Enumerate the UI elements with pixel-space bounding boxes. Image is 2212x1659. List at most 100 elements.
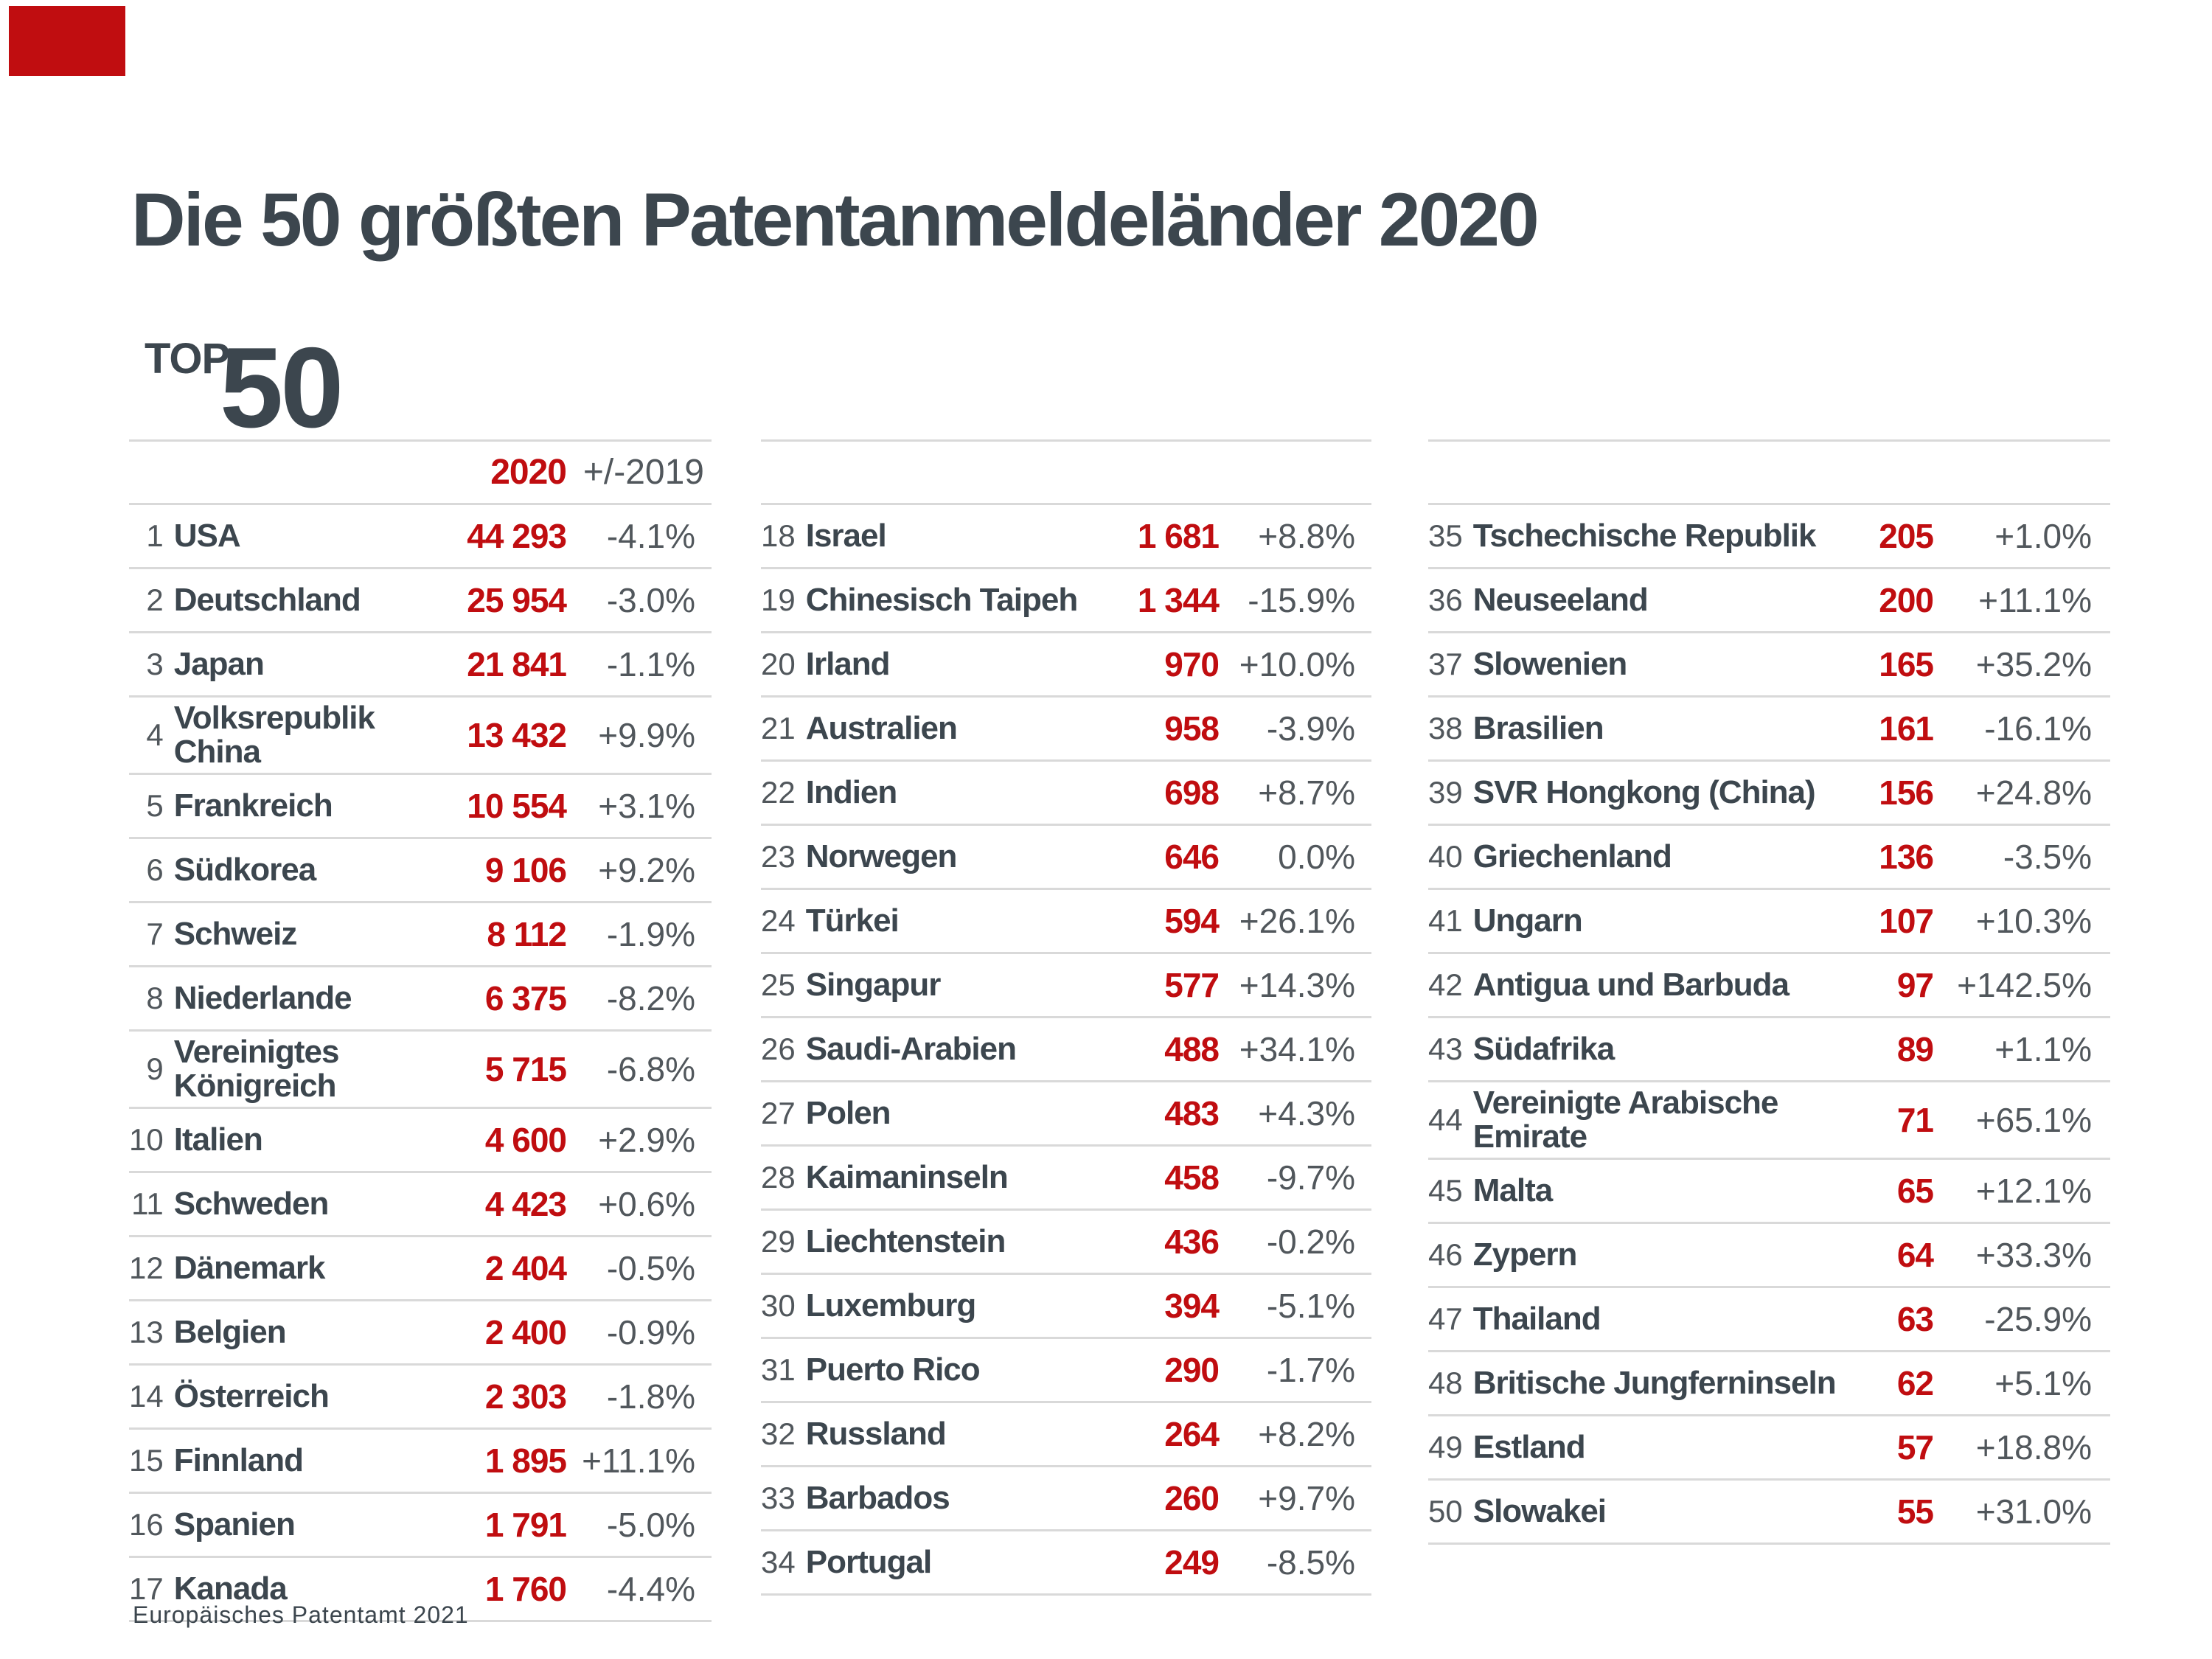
country-cell: Chinesisch Taipeh <box>795 568 1124 633</box>
value-cell: 1 791 <box>437 1492 567 1558</box>
header-country-cell <box>1462 439 1874 505</box>
rank-cell: 10 <box>129 1107 164 1173</box>
country-cell: Britische Jungferninseln <box>1462 1351 1874 1416</box>
header-year-label <box>1873 439 1933 505</box>
change-cell: -3.9% <box>1219 696 1371 762</box>
change-cell: -4.1% <box>566 504 712 569</box>
table-row: 45 Malta 65 +12.1% <box>1428 1158 2110 1224</box>
rank-cell: 27 <box>761 1081 796 1147</box>
rank-cell: 16 <box>129 1492 164 1558</box>
table-row: 20 Irland 970 +10.0% <box>761 632 1371 698</box>
value-cell: 1 681 <box>1124 504 1220 569</box>
header-country-cell <box>163 439 438 505</box>
ranking-table-1: 2020 +/-2019 1 USA 44 293 -4.1% 2 Deutschland 25… <box>129 439 712 1622</box>
change-cell: +24.8% <box>1933 760 2110 826</box>
rank-cell: 21 <box>761 696 796 762</box>
table-row: 39 SVR Hongkong (China) 156 +24.8% <box>1428 760 2110 826</box>
value-cell: 5 715 <box>437 1030 567 1109</box>
table-row: 23 Norwegen 646 0.0% <box>761 824 1371 890</box>
value-cell: 97 <box>1873 953 1934 1018</box>
country-cell: Frankreich <box>163 773 438 839</box>
table-header-row <box>761 439 1371 505</box>
country-cell: Irland <box>795 632 1124 698</box>
table-row: 50 Slowakei 55 +31.0% <box>1428 1479 2110 1545</box>
value-cell: 25 954 <box>437 568 567 633</box>
change-cell: +3.1% <box>566 773 712 839</box>
rank-cell: 13 <box>129 1300 164 1366</box>
rank-cell: 23 <box>761 824 796 890</box>
rank-cell: 12 <box>129 1236 164 1301</box>
table-row: 2 Deutschland 25 954 -3.0% <box>129 568 712 633</box>
epo-red-logo-mark <box>9 6 125 76</box>
table-row: 13 Belgien 2 400 -0.9% <box>129 1300 712 1366</box>
value-cell: 394 <box>1124 1273 1220 1339</box>
country-cell: Südafrika <box>1462 1017 1874 1082</box>
country-cell: Polen <box>795 1081 1124 1147</box>
change-cell: +33.3% <box>1933 1222 2110 1288</box>
country-cell: SVR Hongkong (China) <box>1462 760 1874 826</box>
rank-cell: 33 <box>761 1466 796 1531</box>
change-cell: +5.1% <box>1933 1351 2110 1416</box>
country-cell: Schweiz <box>163 902 438 967</box>
change-cell: -3.0% <box>566 568 712 633</box>
top-label: TOP <box>145 335 230 383</box>
country-cell: Portugal <box>795 1530 1124 1596</box>
table-row: 16 Spanien 1 791 -5.0% <box>129 1492 712 1558</box>
country-cell: Vereinigtes Königreich <box>163 1030 438 1109</box>
rank-cell: 30 <box>761 1273 796 1339</box>
table-row: 48 Britische Jungferninseln 62 +5.1% <box>1428 1351 2110 1416</box>
change-cell: -8.2% <box>566 966 712 1032</box>
change-cell: -1.8% <box>566 1364 712 1430</box>
rank-cell: 38 <box>1428 696 1463 762</box>
change-cell: +8.2% <box>1219 1402 1371 1467</box>
table-row: 33 Barbados 260 +9.7% <box>761 1466 1371 1531</box>
rank-cell: 22 <box>761 760 796 826</box>
rank-cell: 50 <box>1428 1479 1463 1545</box>
rank-cell: 42 <box>1428 953 1463 1018</box>
country-cell: Dänemark <box>163 1236 438 1301</box>
country-cell: Singapur <box>795 953 1124 1018</box>
change-cell: -9.7% <box>1219 1145 1371 1211</box>
value-cell: 483 <box>1124 1081 1220 1147</box>
value-cell: 698 <box>1124 760 1220 826</box>
value-cell: 646 <box>1124 824 1220 890</box>
header-country-cell <box>795 439 1124 505</box>
change-cell: -6.8% <box>566 1030 712 1109</box>
table-row: 30 Luxemburg 394 -5.1% <box>761 1273 1371 1339</box>
change-cell: +0.6% <box>566 1172 712 1237</box>
table-row: 26 Saudi-Arabien 488 +34.1% <box>761 1017 1371 1082</box>
ranking-column-2: 18 Israel 1 681 +8.8% 19 Chinesisch Taipeh 1 3… <box>761 439 1371 1596</box>
rank-cell: 2 <box>129 568 164 633</box>
change-cell: +9.9% <box>566 696 712 775</box>
value-cell: 488 <box>1124 1017 1220 1082</box>
country-cell: Malta <box>1462 1158 1874 1224</box>
rank-cell: 19 <box>761 568 796 633</box>
value-cell: 6 375 <box>437 966 567 1032</box>
country-cell: Indien <box>795 760 1124 826</box>
table-row: 40 Griechenland 136 -3.5% <box>1428 824 2110 890</box>
table-row: 10 Italien 4 600 +2.9% <box>129 1107 712 1173</box>
table-row: 17 Kanada 1 760 -4.4% <box>129 1557 712 1622</box>
change-cell: +31.0% <box>1933 1479 2110 1545</box>
table-row: 14 Österreich 2 303 -1.8% <box>129 1364 712 1430</box>
rank-cell: 3 <box>129 632 164 698</box>
table-row: 29 Liechtenstein 436 -0.2% <box>761 1209 1371 1275</box>
value-cell: 1 344 <box>1124 568 1220 633</box>
table-row: 32 Russland 264 +8.2% <box>761 1402 1371 1467</box>
change-cell: -3.5% <box>1933 824 2110 890</box>
change-cell: +65.1% <box>1933 1081 2110 1160</box>
rank-cell: 18 <box>761 504 796 569</box>
rank-cell: 6 <box>129 838 164 903</box>
table-row: 9 Vereinigtes Königreich 5 715 -6.8% <box>129 1030 712 1109</box>
change-cell: +8.8% <box>1219 504 1371 569</box>
change-cell: +35.2% <box>1933 632 2110 698</box>
value-cell: 458 <box>1124 1145 1220 1211</box>
change-cell: -0.9% <box>566 1300 712 1366</box>
country-cell: Ungarn <box>1462 888 1874 954</box>
value-cell: 436 <box>1124 1209 1220 1275</box>
value-cell: 156 <box>1873 760 1934 826</box>
rank-cell: 44 <box>1428 1081 1463 1160</box>
change-cell: -1.7% <box>1219 1338 1371 1403</box>
table-row: 28 Kaimaninseln 458 -9.7% <box>761 1145 1371 1211</box>
change-cell: +18.8% <box>1933 1415 2110 1481</box>
